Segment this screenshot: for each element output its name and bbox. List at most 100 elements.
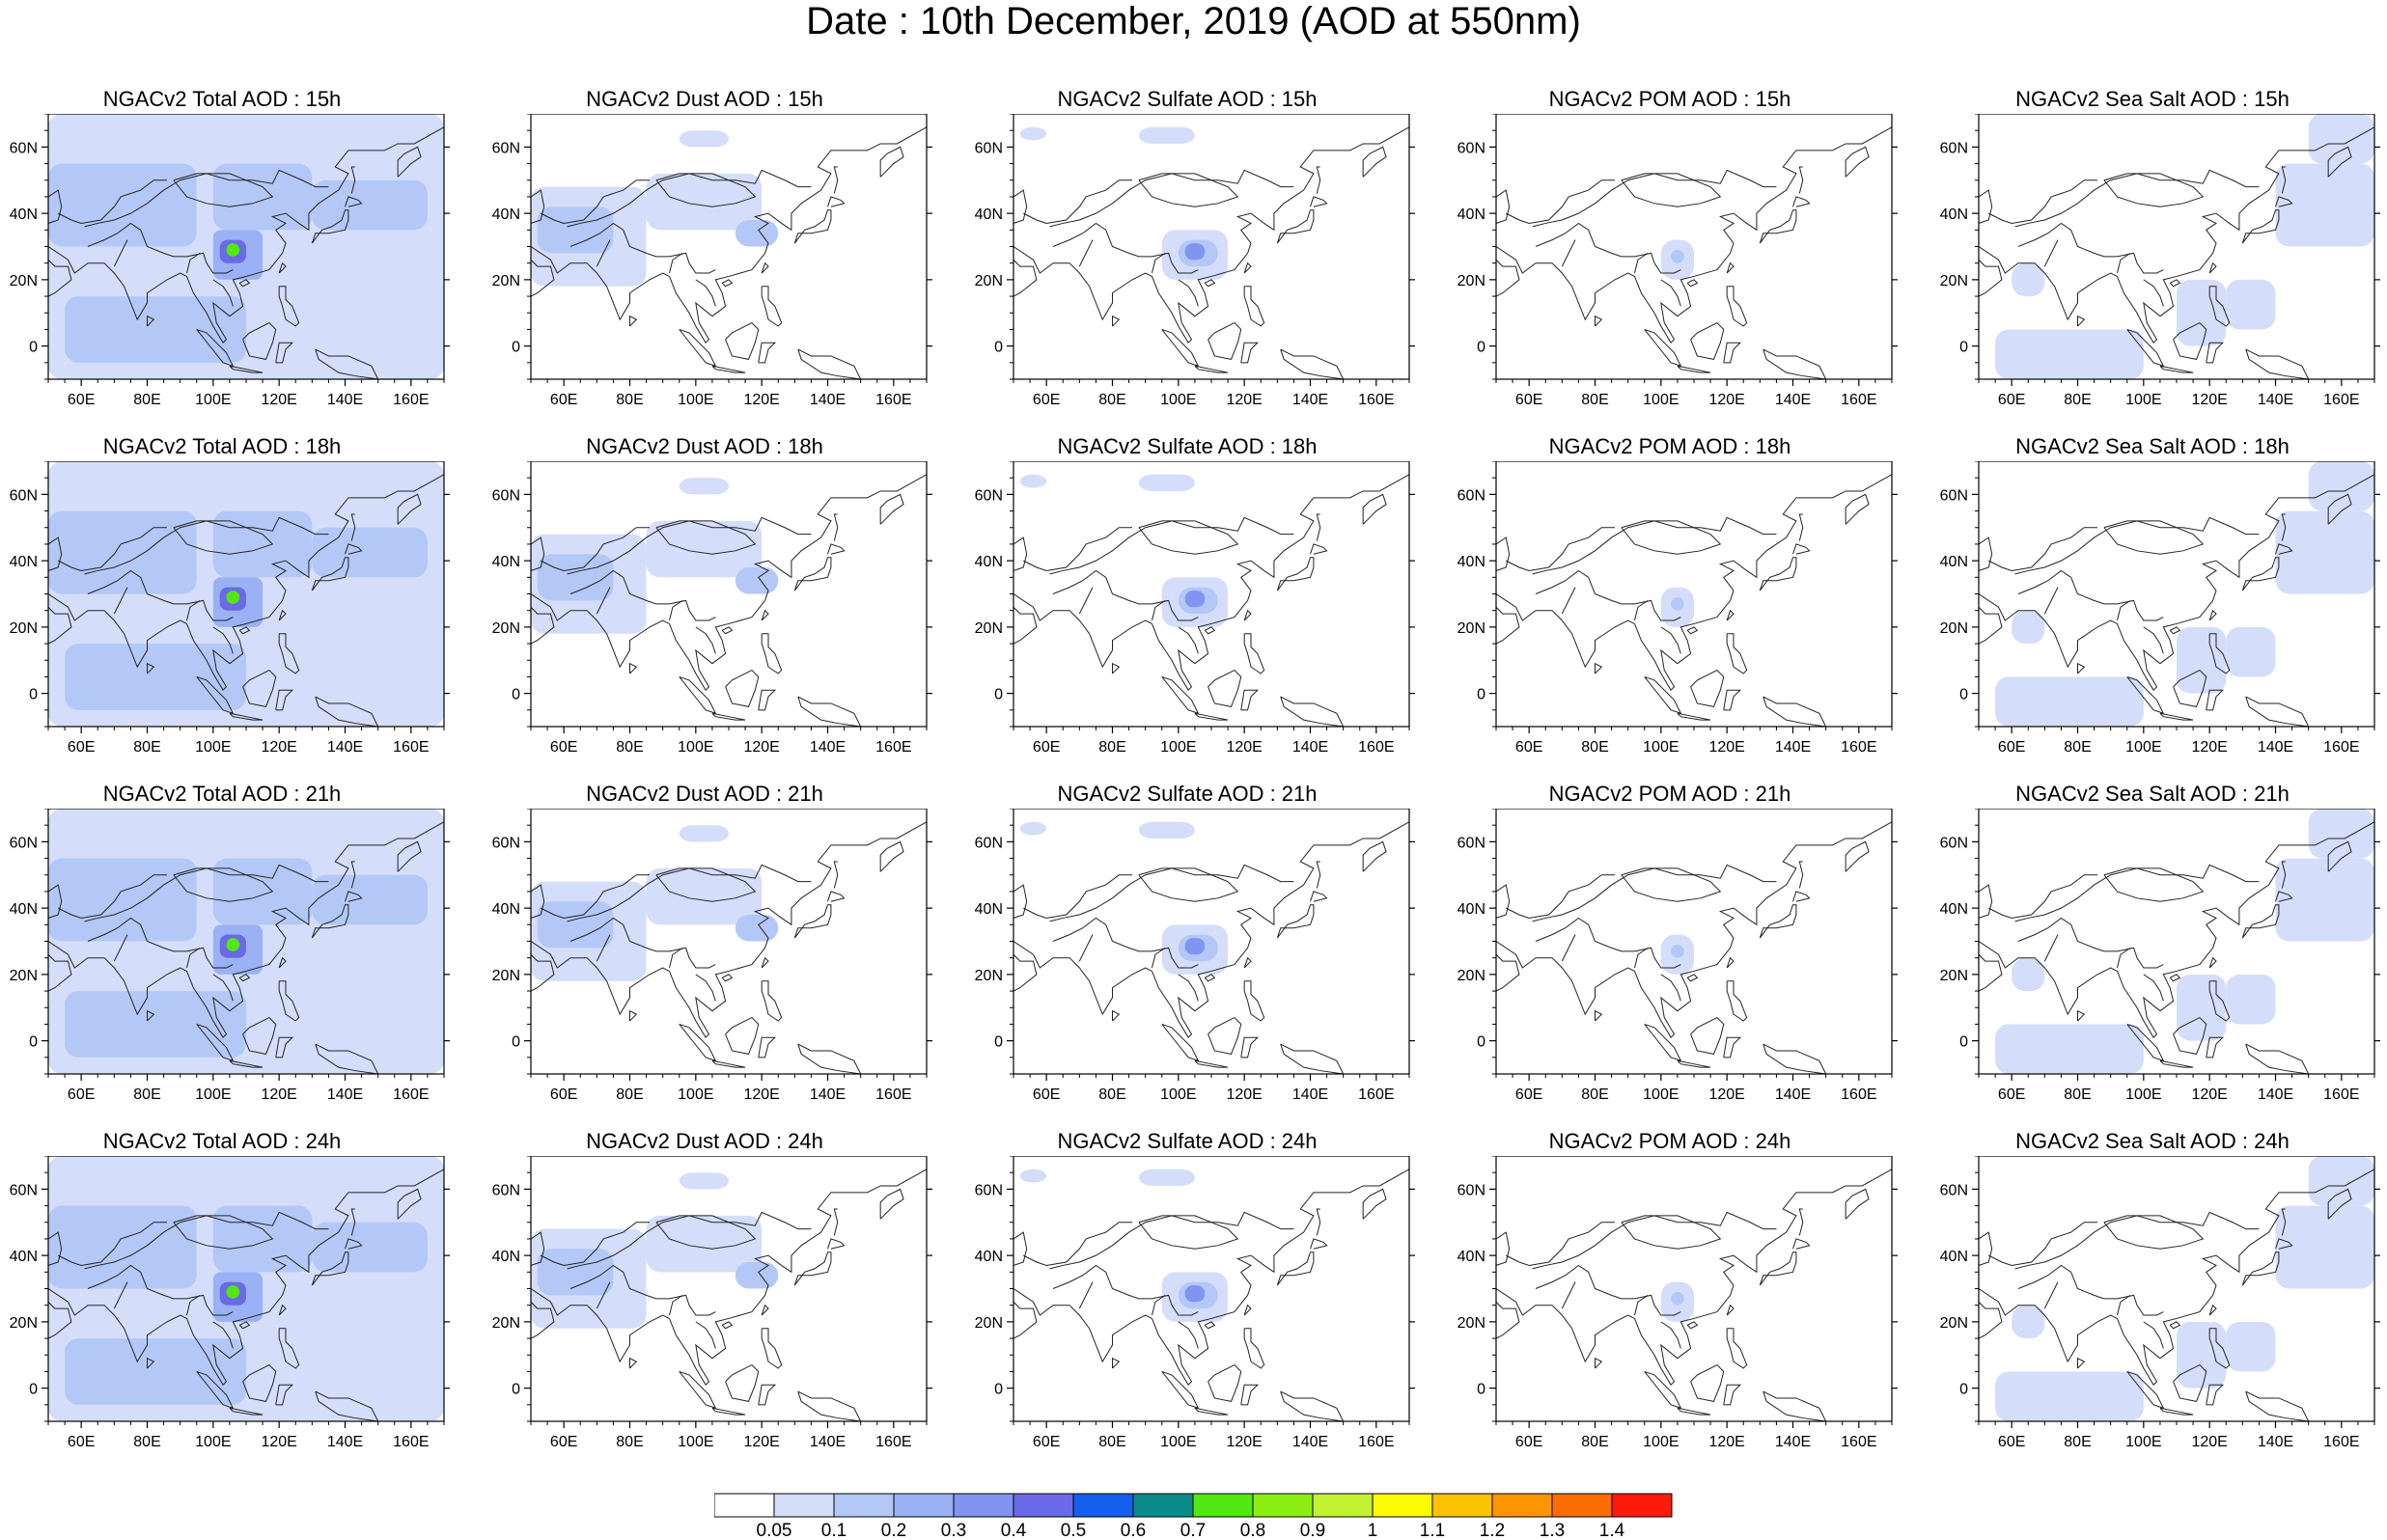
coastline [1013, 1231, 1028, 1266]
aod-blob [2177, 279, 2227, 346]
coastline [48, 189, 63, 224]
coastline [2103, 173, 2205, 207]
lon-tick-label: 60E [1033, 1434, 1060, 1450]
lon-tick-label: 140E [2258, 392, 2293, 408]
coastline [1979, 126, 2374, 344]
coastline [629, 1009, 638, 1022]
coastline [2017, 1264, 2164, 1316]
lat-tick-label: 0 [1959, 687, 1968, 703]
lon-tick-label: 80E [1581, 739, 1608, 756]
coastline [2169, 974, 2181, 982]
panel-title: NGACv2 POM AOD : 24h [1548, 1129, 1791, 1153]
coastline [212, 279, 234, 307]
lat-tick-label: 40N [975, 206, 1003, 223]
lat-tick-label: 60N [975, 1182, 1003, 1198]
coastline [196, 1023, 235, 1062]
coastline [1988, 179, 2097, 224]
coastline [238, 974, 251, 982]
lon-tick-label: 60E [550, 392, 577, 408]
coastline [793, 557, 832, 591]
lat-tick-label: 0 [994, 1382, 1003, 1398]
panel-title: NGACv2 Sulfate AOD : 24h [1057, 1129, 1318, 1153]
coastline [1723, 342, 1742, 364]
lon-tick-label: 160E [875, 392, 911, 408]
map-background [1496, 114, 1892, 379]
lon-tick-label: 60E [550, 1086, 577, 1103]
coastline [1644, 1370, 1682, 1410]
colorbar-swatch [1013, 1493, 1074, 1518]
coastline [2077, 1357, 2086, 1369]
coastline [1362, 1188, 1387, 1220]
lat-tick-label: 0 [994, 340, 1003, 356]
coastline [1207, 1016, 1242, 1055]
coastlines [48, 474, 444, 727]
panel-title: NGACv2 Total AOD : 24h [102, 1129, 342, 1153]
lon-tick-label: 120E [261, 1434, 296, 1450]
coastline [1243, 633, 1265, 674]
coastline [797, 1043, 862, 1074]
lon-tick-label: 60E [1998, 1434, 2025, 1450]
coastline [1280, 696, 1345, 727]
coastline [2275, 891, 2293, 902]
coastline [2103, 520, 2205, 555]
aod-blob [1019, 474, 1047, 488]
lat-tick-label: 0 [1959, 340, 1968, 356]
map-plot: 60E 80E 100E 120E 140E 160E 60N 40N 20N 0 [10, 114, 450, 408]
coastline [596, 239, 611, 267]
aod-blob [312, 527, 428, 578]
coastline [1496, 1301, 1520, 1339]
aod-blob [2308, 809, 2374, 859]
aod-blob [2012, 1305, 2045, 1339]
coastline [1690, 1363, 1725, 1402]
coastline [1988, 527, 2097, 571]
coastline [212, 974, 234, 1002]
coastline [531, 821, 927, 1038]
coastline [1561, 239, 1576, 267]
lon-tick-label: 80E [2064, 739, 2091, 756]
lon-tick-label: 120E [2191, 1086, 2227, 1103]
lon-tick-label: 120E [1708, 739, 1744, 756]
coastline [2077, 662, 2086, 674]
lat-tick-label: 0 [994, 1034, 1003, 1051]
coastline [48, 259, 72, 297]
coastline [1561, 1281, 1576, 1309]
lon-tick-label: 60E [1515, 1086, 1542, 1103]
lon-tick-label: 160E [1841, 1086, 1876, 1103]
coastline [345, 1238, 363, 1250]
aod-blob [1671, 249, 1684, 263]
coastline [278, 980, 300, 1022]
lon-tick-label: 160E [393, 1434, 429, 1450]
coastline [725, 1363, 760, 1402]
aod-blob [2226, 279, 2276, 330]
coastline [1362, 146, 1387, 178]
aod-blob [2012, 610, 2045, 645]
coastline [1178, 279, 1199, 307]
lat-tick-label: 40N [975, 1249, 1003, 1265]
lon-tick-label: 160E [1358, 739, 1394, 756]
lon-tick-label: 160E [875, 739, 911, 756]
panel-title: NGACv2 Total AOD : 18h [102, 434, 342, 458]
aod-blob [226, 938, 240, 951]
coastline [695, 974, 716, 1002]
coastline [1138, 867, 1239, 902]
lon-tick-label: 140E [327, 1434, 363, 1450]
coastline [725, 1016, 760, 1055]
lat-tick-label: 0 [512, 1034, 520, 1051]
panel-title: NGACv2 POM AOD : 18h [1548, 434, 1791, 458]
coastline [1152, 1294, 1166, 1316]
lon-tick-label: 60E [68, 739, 95, 756]
lat-tick-label: 0 [512, 1382, 520, 1398]
coastline [48, 1169, 444, 1386]
aod-blob [679, 825, 729, 842]
coastline [1979, 606, 2003, 645]
coastline [669, 599, 683, 621]
aod-field [1496, 809, 1892, 1074]
lat-tick-label: 20N [1940, 620, 1968, 637]
coastline [1621, 173, 1722, 207]
coastline [58, 527, 167, 571]
lon-tick-label: 80E [133, 1086, 160, 1103]
lon-tick-label: 160E [393, 392, 429, 408]
aod-blob [646, 173, 763, 231]
coastline [1243, 609, 1252, 621]
lat-tick-label: 20N [492, 620, 520, 637]
